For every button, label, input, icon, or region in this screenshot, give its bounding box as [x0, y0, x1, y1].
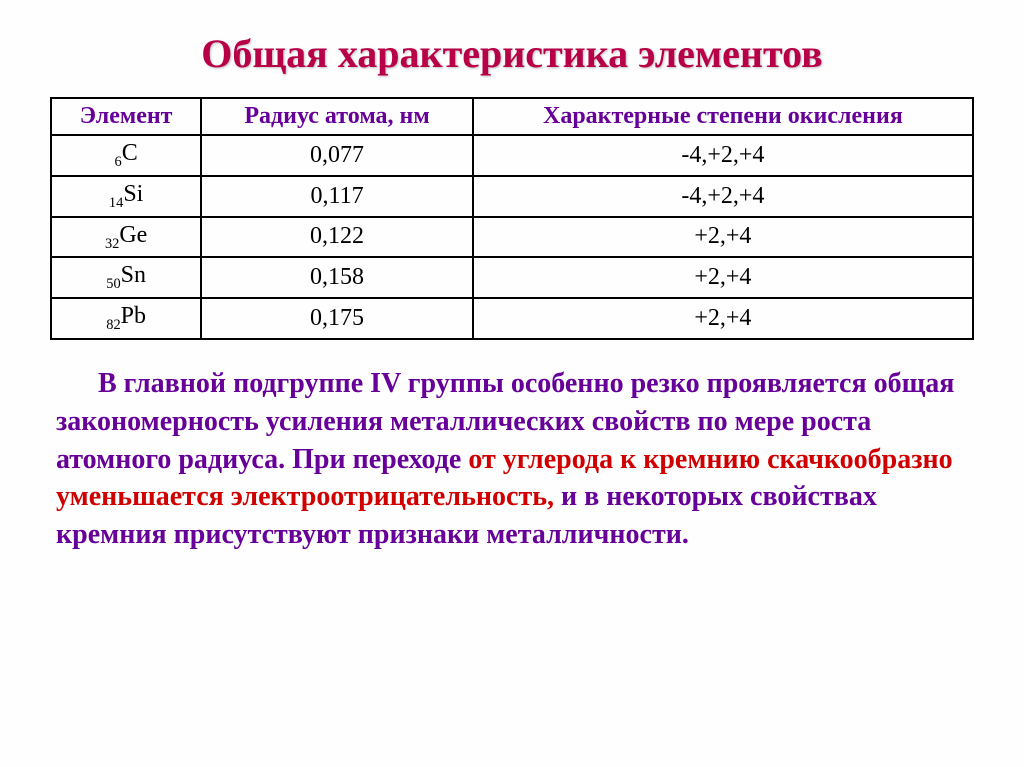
element-symbol: Pb — [121, 303, 146, 329]
table-header-row: Элемент Радиус атома, нм Характерные сте… — [51, 98, 973, 135]
elements-table: Элемент Радиус атома, нм Характерные сте… — [50, 97, 974, 340]
cell-radius: 0,117 — [201, 176, 473, 217]
element-symbol: Si — [123, 181, 143, 207]
cell-oxidation: +2,+4 — [473, 217, 973, 258]
indent — [56, 368, 98, 399]
atomic-number: 14 — [109, 195, 123, 211]
cell-element: 6C — [51, 135, 201, 176]
cell-element: 14Si — [51, 176, 201, 217]
cell-radius: 0,175 — [201, 298, 473, 339]
atomic-number: 6 — [115, 154, 122, 170]
cell-oxidation: +2,+4 — [473, 298, 973, 339]
col-radius: Радиус атома, нм — [201, 98, 473, 135]
atomic-number: 32 — [105, 235, 119, 251]
atomic-number: 50 — [106, 276, 120, 292]
table-row: 32Ge 0,122 +2,+4 — [51, 217, 973, 258]
cell-oxidation: -4,+2,+4 — [473, 176, 973, 217]
atomic-number: 82 — [106, 317, 120, 333]
col-oxidation: Характерные степени окисления — [473, 98, 973, 135]
cell-radius: 0,077 — [201, 135, 473, 176]
element-symbol: C — [122, 140, 138, 166]
element-symbol: Sn — [121, 262, 146, 288]
element-symbol: Ge — [119, 222, 147, 248]
page-title: Общая характеристика элементов — [50, 30, 974, 77]
table-row: 82Pb 0,175 +2,+4 — [51, 298, 973, 339]
table-row: 6C 0,077 -4,+2,+4 — [51, 135, 973, 176]
cell-radius: 0,122 — [201, 217, 473, 258]
cell-radius: 0,158 — [201, 257, 473, 298]
body-paragraph: В главной подгруппе IV группы особенно р… — [56, 365, 968, 554]
table-row: 50Sn 0,158 +2,+4 — [51, 257, 973, 298]
cell-oxidation: +2,+4 — [473, 257, 973, 298]
cell-oxidation: -4,+2,+4 — [473, 135, 973, 176]
cell-element: 82Pb — [51, 298, 201, 339]
cell-element: 50Sn — [51, 257, 201, 298]
col-element: Элемент — [51, 98, 201, 135]
table-row: 14Si 0,117 -4,+2,+4 — [51, 176, 973, 217]
cell-element: 32Ge — [51, 217, 201, 258]
